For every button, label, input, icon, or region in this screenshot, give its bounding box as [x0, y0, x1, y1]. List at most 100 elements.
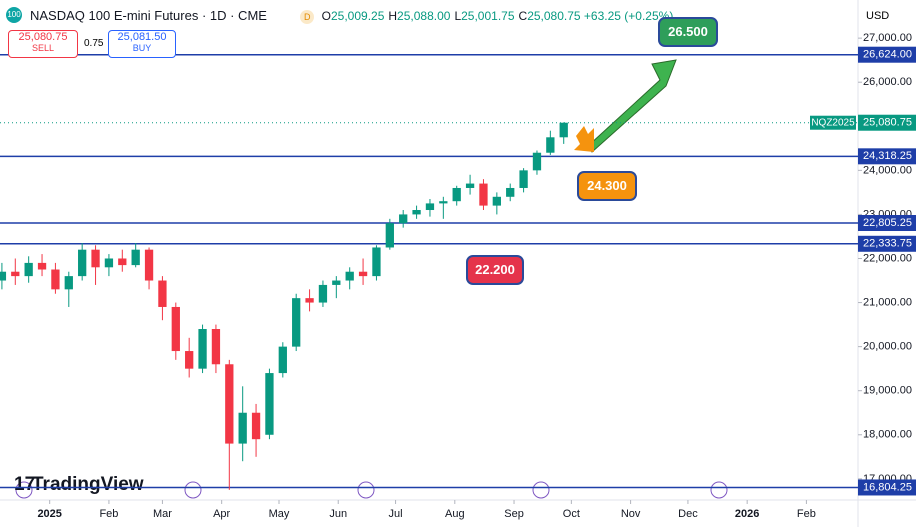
- candle-body: [265, 373, 274, 435]
- x-tick-label: Dec: [678, 508, 698, 520]
- candle: [492, 192, 501, 215]
- candle: [439, 196, 448, 219]
- candle: [278, 342, 287, 378]
- ohlc-value: 25,088.00: [397, 9, 451, 23]
- candle-body: [238, 412, 247, 444]
- logo: TradingView: [32, 474, 144, 495]
- ohlc-label: H: [388, 9, 398, 23]
- candle: [372, 245, 381, 281]
- candle: [305, 289, 314, 312]
- candle-body: [546, 137, 555, 153]
- symbol-badge: 100: [6, 7, 22, 23]
- candle-body: [11, 271, 20, 277]
- sell-price: 25,080.75: [18, 31, 68, 43]
- sell-button[interactable]: 25,080.75 SELL: [8, 30, 78, 58]
- candle-body: [345, 271, 354, 281]
- candle: [198, 324, 207, 374]
- x-tick-label: 2026: [735, 508, 759, 520]
- x-tick-label: Feb: [797, 508, 816, 520]
- arrow-up: [587, 59, 677, 153]
- candle-body: [64, 276, 73, 290]
- candle-body: [305, 298, 314, 303]
- candle-body: [37, 262, 47, 270]
- sell-label: SELL: [31, 43, 55, 53]
- arrow-down: [574, 126, 594, 152]
- candle-body: [519, 170, 528, 188]
- candle: [479, 179, 488, 211]
- ohlc-value: 25,080.75: [527, 9, 581, 23]
- candle: [519, 168, 528, 193]
- symbol-title: NASDAQ 100 E-mini Futures · 1D · CME: [30, 8, 267, 23]
- candle-body: [532, 152, 542, 171]
- level-label-box: [858, 479, 916, 496]
- level-label-box: [858, 46, 916, 63]
- candle-body: [225, 364, 234, 444]
- candle: [24, 256, 33, 283]
- last-price-box: [858, 114, 916, 131]
- candle-body: [492, 196, 501, 206]
- candle-body: [439, 201, 448, 204]
- candle: [251, 403, 261, 457]
- candle: [11, 258, 20, 285]
- y-tick-label: 19,000.00: [863, 385, 912, 397]
- candle-body: [131, 249, 140, 266]
- candle: [37, 254, 47, 277]
- currency[interactable]: USD: [866, 10, 890, 22]
- candle: [559, 122, 568, 144]
- candle-body: [372, 247, 381, 277]
- candle-body: [479, 183, 488, 206]
- candle-body: [91, 249, 100, 268]
- y-tick-label: 22,000.00: [863, 252, 912, 264]
- last-price-label: 25,080.75: [863, 117, 912, 129]
- candle: [171, 302, 180, 360]
- candle: [345, 267, 354, 290]
- candle: [465, 174, 475, 195]
- last-symbol-box: [810, 115, 856, 130]
- candle-body: [198, 329, 207, 369]
- x-tick-label: Jul: [389, 508, 403, 520]
- candle: [0, 262, 7, 290]
- ohlc-label: C: [518, 9, 528, 23]
- candle: [412, 205, 421, 219]
- buy-label: BUY: [132, 43, 152, 53]
- candle-body: [144, 249, 154, 281]
- annotation: 26.500: [658, 17, 718, 47]
- candle-body: [24, 262, 33, 277]
- candle: [399, 210, 408, 228]
- x-tick-label: 2025: [37, 508, 61, 520]
- candle: [225, 359, 234, 490]
- level-label-box: [858, 215, 916, 232]
- candle: [64, 271, 73, 307]
- candle-body: [506, 187, 515, 197]
- header: 100 NASDAQ 100 E-mini Futures · 1D · CME…: [6, 7, 674, 24]
- y-tick-label: 27,000.00: [863, 32, 912, 44]
- change: +63.25 (+0.25%): [583, 9, 674, 23]
- candle-body: [158, 280, 167, 307]
- candle: [104, 254, 114, 277]
- candle-body: [452, 187, 461, 202]
- buy-button[interactable]: 25,081.50 BUY: [108, 30, 176, 58]
- y-tick-label: 20,000.00: [863, 341, 912, 353]
- logo-mark: 17: [14, 474, 35, 495]
- candle: [158, 276, 167, 321]
- candle: [78, 243, 87, 281]
- candle: [332, 276, 341, 299]
- candle: [425, 198, 435, 217]
- ohlc-value: 25,009.25: [330, 9, 385, 23]
- event-icons: [15, 481, 728, 499]
- x-tick-label: Mar: [153, 508, 172, 520]
- candle: [385, 218, 394, 250]
- candle-body: [278, 346, 287, 374]
- level-label: 26,624.00: [863, 49, 912, 61]
- candle-body: [171, 306, 180, 352]
- candle: [51, 262, 60, 294]
- candle: [265, 368, 274, 440]
- candle-body: [104, 258, 114, 268]
- candle-body: [78, 249, 87, 277]
- x-tick-label: Oct: [563, 508, 580, 520]
- candle-body: [465, 183, 475, 188]
- candle: [358, 258, 368, 285]
- candle: [131, 243, 140, 268]
